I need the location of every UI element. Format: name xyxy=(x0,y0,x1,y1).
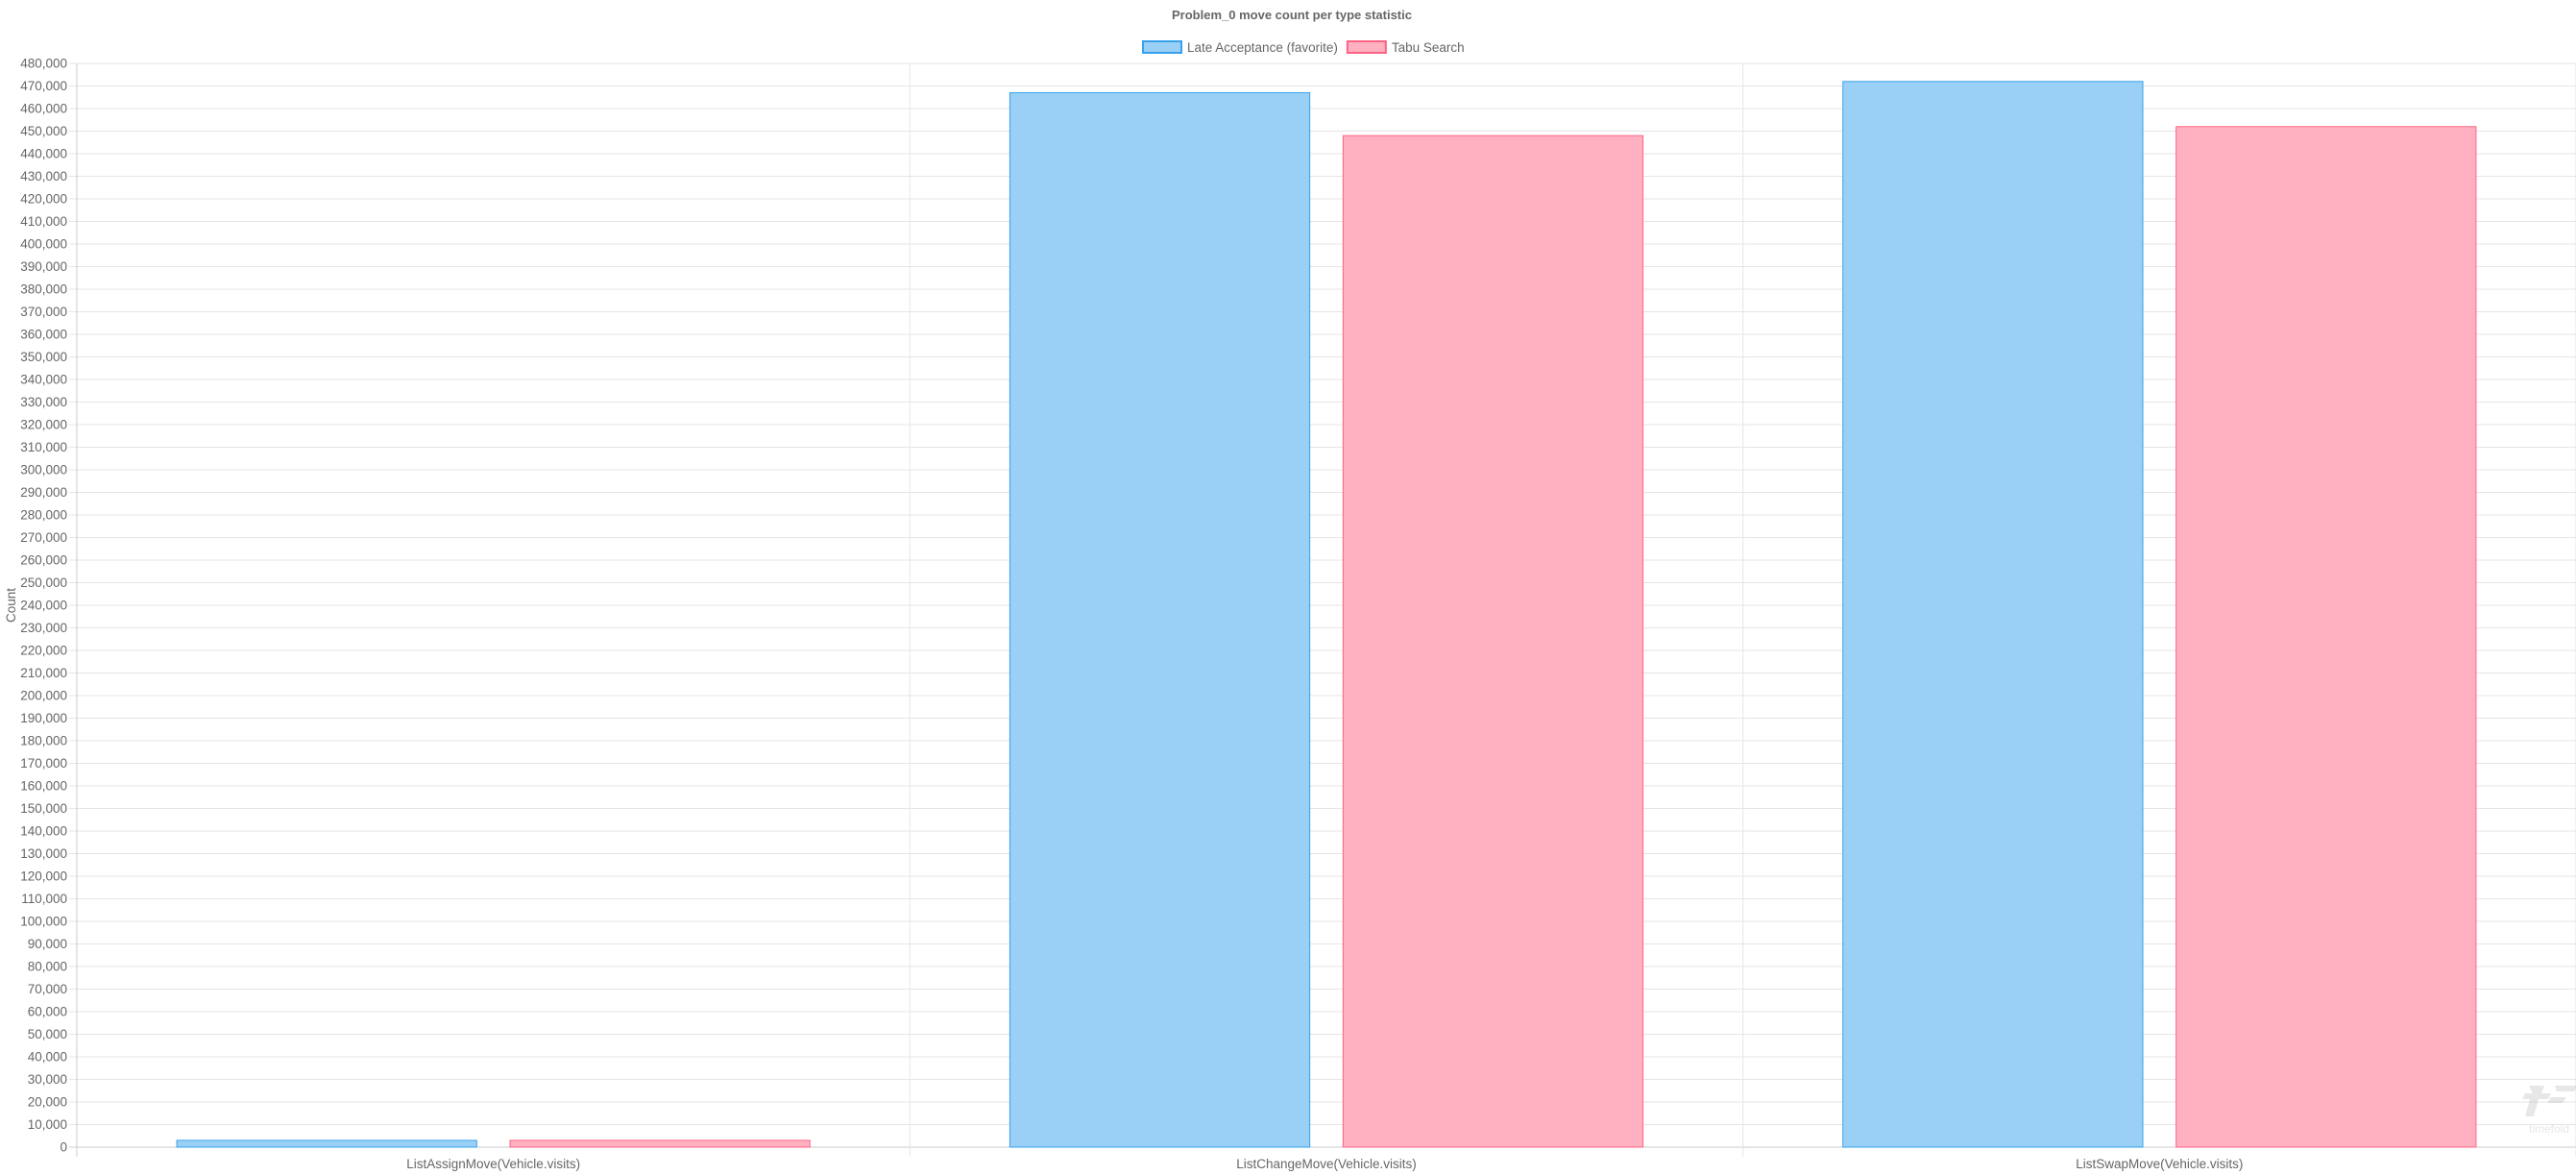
y-tick-label: 330,000 xyxy=(20,395,67,409)
y-tick-label: 340,000 xyxy=(20,373,67,387)
y-tick-label: 120,000 xyxy=(20,869,67,884)
y-tick-label: 410,000 xyxy=(20,214,67,229)
y-tick-label: 370,000 xyxy=(20,305,67,319)
y-tick-label: 90,000 xyxy=(28,937,67,951)
y-tick-label: 420,000 xyxy=(20,192,67,207)
y-tick-label: 400,000 xyxy=(20,237,67,252)
y-tick-label: 20,000 xyxy=(28,1095,67,1110)
y-tick-label: 140,000 xyxy=(20,824,67,839)
y-tick-label: 240,000 xyxy=(20,599,67,613)
y-tick-label: 30,000 xyxy=(28,1072,67,1087)
legend-label: Tabu Search xyxy=(1392,40,1465,55)
x-tick-label: ListSwapMove(Vehicle.visits) xyxy=(2076,1157,2243,1171)
y-tick-label: 390,000 xyxy=(20,259,67,274)
y-tick-label: 80,000 xyxy=(28,960,67,974)
bar xyxy=(1842,81,2144,1148)
y-tick-label: 430,000 xyxy=(20,169,67,184)
x-tick-label: ListChangeMove(Vehicle.visits) xyxy=(1236,1157,1417,1171)
y-tick-label: 40,000 xyxy=(28,1050,67,1065)
y-tick-label: 270,000 xyxy=(20,530,67,545)
y-tick-label: 60,000 xyxy=(28,1005,67,1019)
y-tick-label: 260,000 xyxy=(20,553,67,568)
legend-label: Late Acceptance (favorite) xyxy=(1187,40,1338,55)
y-tick-label: 190,000 xyxy=(20,711,67,725)
y-tick-label: 130,000 xyxy=(20,846,67,861)
y-tick-label: 220,000 xyxy=(20,644,67,658)
y-tick-label: 150,000 xyxy=(20,801,67,816)
y-tick-label: 0 xyxy=(60,1140,67,1155)
y-tick-label: 210,000 xyxy=(20,666,67,680)
y-tick-label: 10,000 xyxy=(28,1117,67,1132)
legend-swatch xyxy=(1142,40,1182,54)
y-tick-label: 360,000 xyxy=(20,328,67,342)
bar xyxy=(509,1139,811,1148)
y-tick-label: 180,000 xyxy=(20,734,67,748)
bar xyxy=(1009,92,1311,1148)
y-axis-label: Count xyxy=(4,588,18,623)
y-tick-label: 310,000 xyxy=(20,440,67,454)
x-tick-label: ListAssignMove(Vehicle.visits) xyxy=(406,1157,580,1171)
y-tick-label: 110,000 xyxy=(21,892,67,906)
y-tick-label: 250,000 xyxy=(20,575,67,590)
y-tick-label: 460,000 xyxy=(20,102,67,116)
y-tick-label: 470,000 xyxy=(20,79,67,93)
y-tick-label: 320,000 xyxy=(20,418,67,432)
y-tick-label: 350,000 xyxy=(20,350,67,364)
y-tick-label: 300,000 xyxy=(20,463,67,477)
bar xyxy=(176,1139,477,1148)
y-tick-label: 280,000 xyxy=(20,508,67,523)
timefold-logo: timefold xyxy=(2522,1086,2576,1136)
legend-swatch xyxy=(1346,40,1387,54)
y-tick-label: 170,000 xyxy=(20,756,67,771)
y-tick-label: 50,000 xyxy=(28,1027,67,1041)
y-tick-label: 380,000 xyxy=(20,282,67,297)
bar xyxy=(1342,135,1644,1148)
y-tick-label: 160,000 xyxy=(20,779,67,794)
y-tick-label: 440,000 xyxy=(20,147,67,161)
y-tick-label: 200,000 xyxy=(20,689,67,703)
y-tick-label: 100,000 xyxy=(20,915,67,929)
y-tick-label: 480,000 xyxy=(20,57,67,71)
bar xyxy=(2175,126,2477,1148)
chart-title: Problem_0 move count per type statistic xyxy=(1172,8,1412,22)
y-tick-label: 230,000 xyxy=(20,621,67,635)
legend: Late Acceptance (favorite) Tabu Search xyxy=(1142,40,1465,55)
svg-text:timefold: timefold xyxy=(2529,1122,2569,1136)
y-tick-label: 290,000 xyxy=(20,485,67,500)
y-tick-label: 450,000 xyxy=(20,124,67,138)
y-tick-label: 70,000 xyxy=(28,982,67,996)
